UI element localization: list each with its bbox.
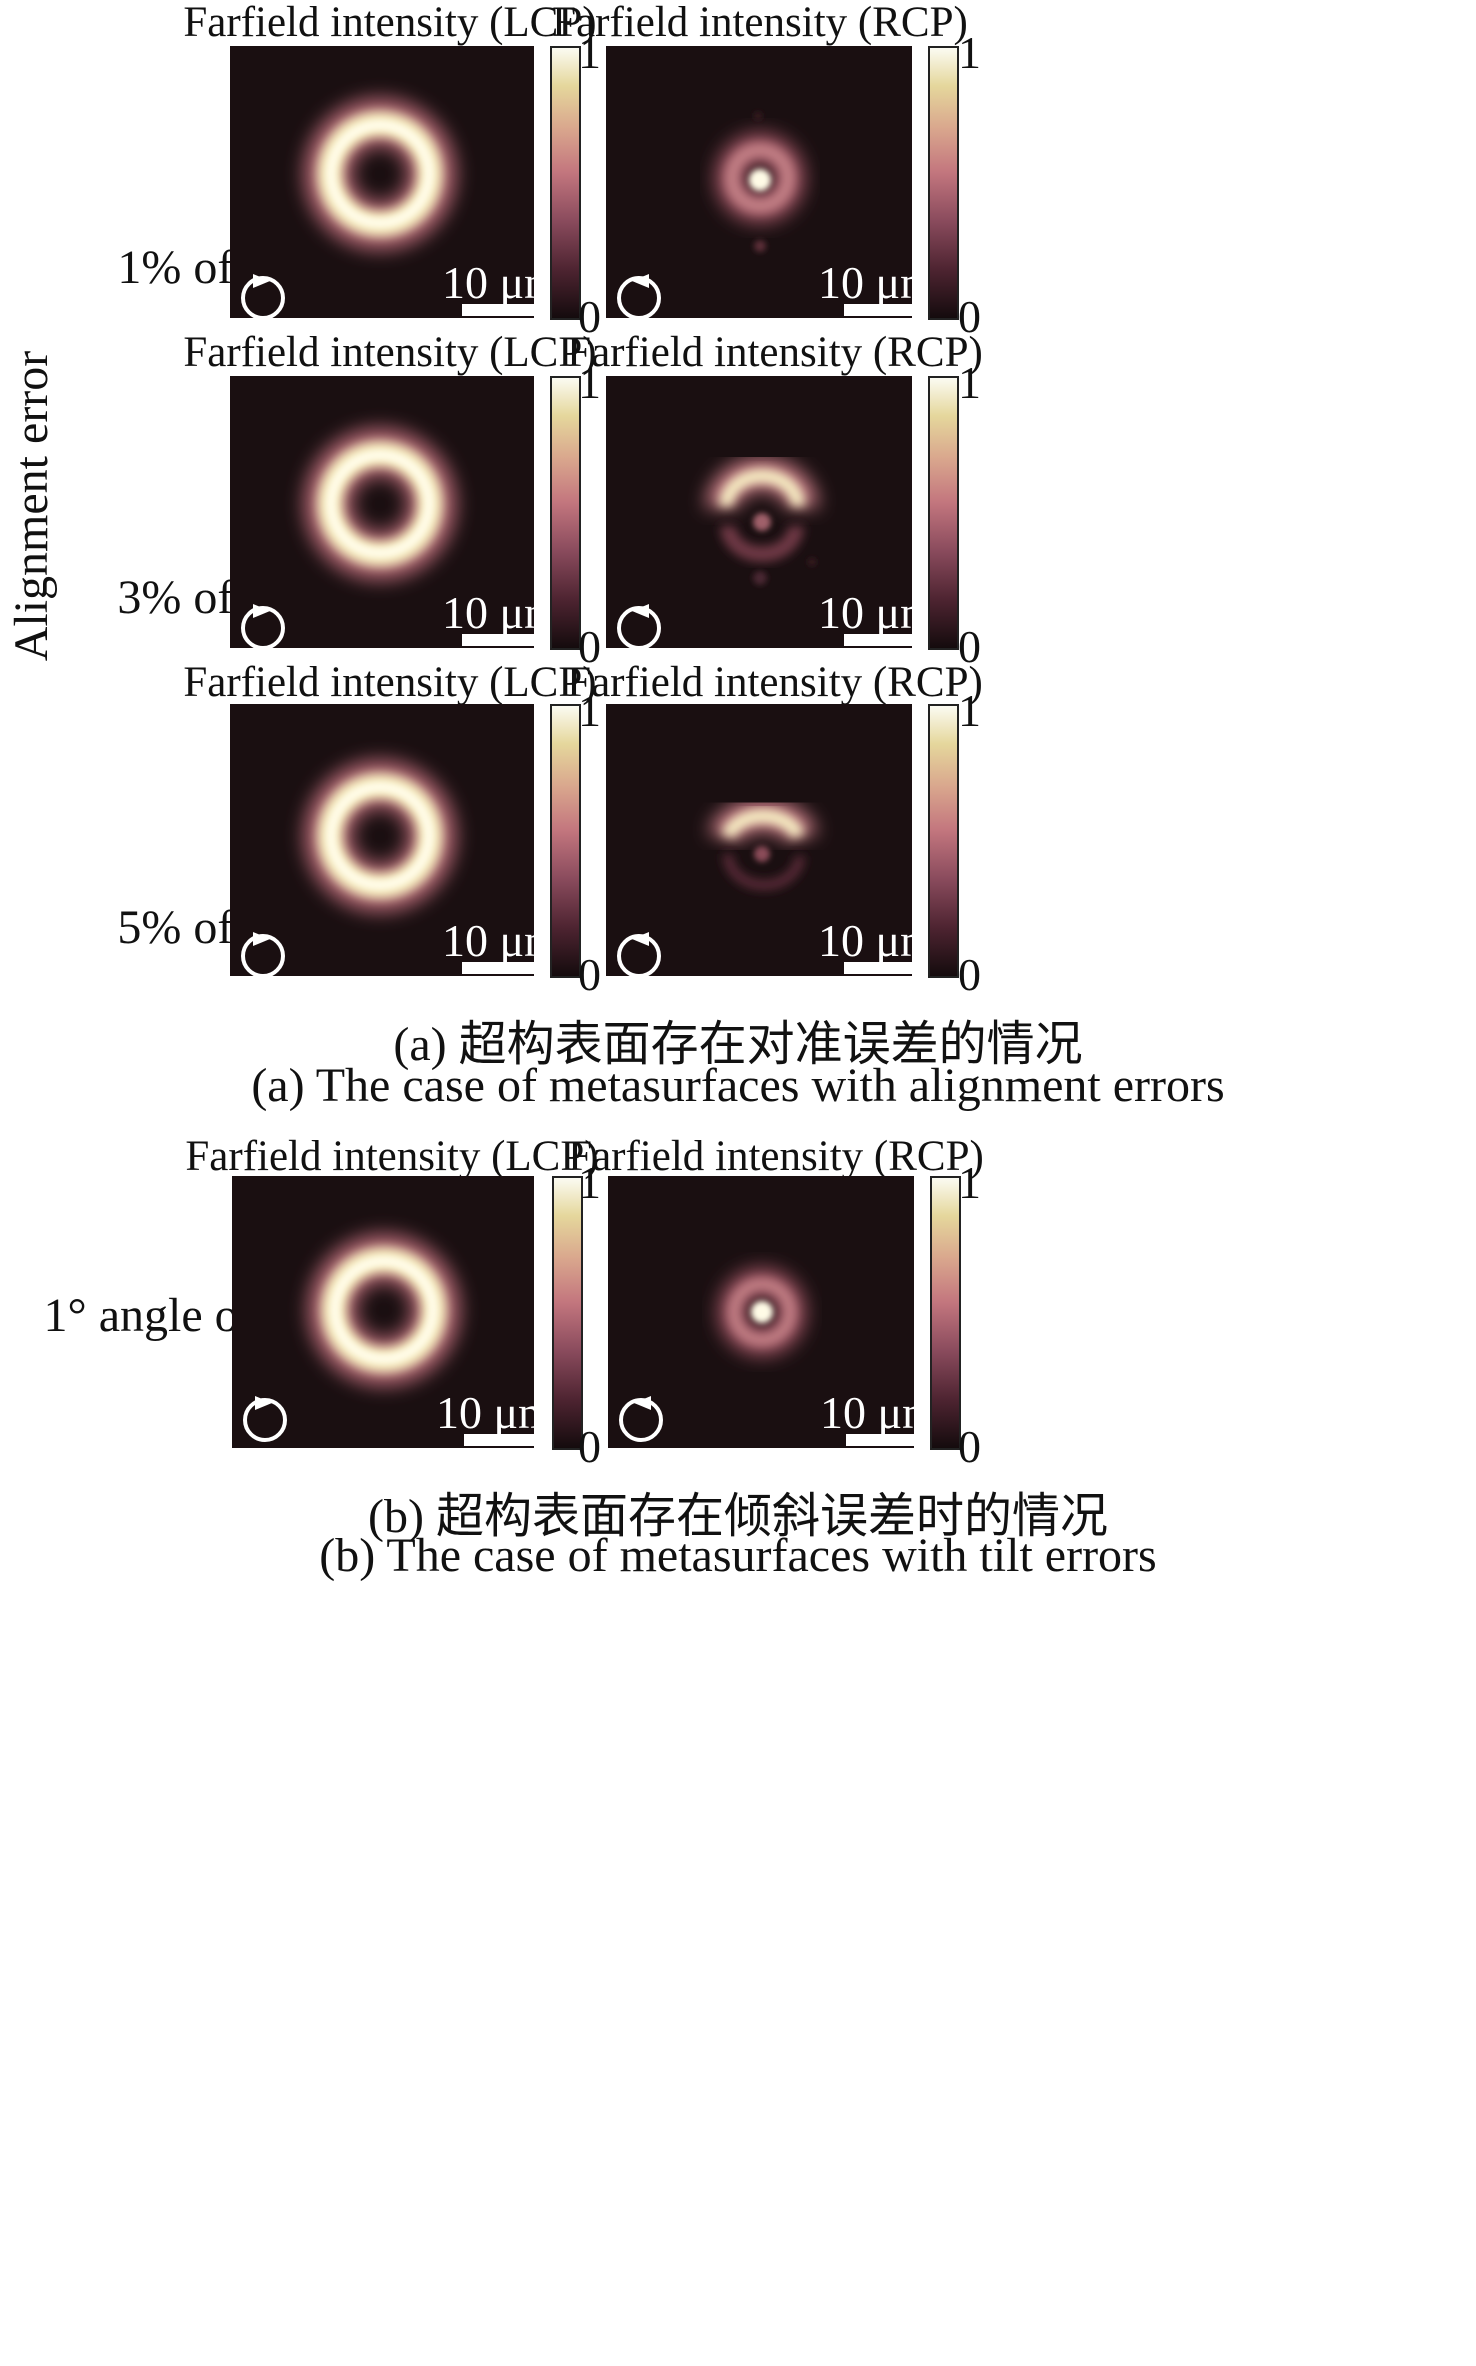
row1-lcp-intensity-panel: 10 μm: [230, 46, 534, 318]
row4-lcp-colorbar-max: 1: [578, 1157, 601, 1208]
row3-rcp-intensity-panel: 10 μm: [606, 704, 912, 976]
row2-lcp-colorbar-min: 0: [578, 621, 601, 672]
row3-rcp-title: Farfield intensity (RCP): [567, 659, 983, 706]
row3-lcp-colorbar-max: 1: [578, 685, 601, 736]
row1-lcp-colorbar-max: 1: [578, 27, 601, 78]
row3-lcp-colorbar-min: 0: [578, 949, 601, 1000]
row4-rcp-intensity-panel: 10 μm: [608, 1176, 914, 1448]
row1-lcp-title: Farfield intensity (LCP): [183, 0, 597, 46]
row2-lcp-scale-bar: [462, 634, 534, 646]
row4-rcp-scale-text: 10 μm: [820, 1387, 914, 1438]
row3-lcp-intensity-panel: 10 μm: [230, 704, 534, 976]
row3-rcp-colorbar: [928, 704, 959, 978]
row1-rcp-title: Farfield intensity (RCP): [552, 0, 968, 46]
section-a-caption-en: (a) The case of metasurfaces with alignm…: [251, 1059, 1225, 1112]
counterclockwise-circular-arrow-icon: [619, 1396, 663, 1442]
row2-rcp-scale-bar: [844, 634, 912, 646]
row3-lcp-colorbar: [550, 704, 581, 978]
row2-rcp-colorbar-max: 1: [958, 357, 981, 408]
row4-rcp-colorbar-max: 1: [958, 1157, 981, 1208]
row1-rcp-colorbar-max: 1: [958, 27, 981, 78]
clockwise-circular-arrow-icon: [241, 274, 285, 318]
row2-rcp-scale-text: 10 μm: [818, 587, 912, 638]
row3-lcp-scale-bar: [462, 962, 534, 974]
row4-rcp-colorbar-min: 0: [958, 1421, 981, 1472]
counterclockwise-circular-arrow-icon: [617, 274, 661, 318]
clockwise-circular-arrow-icon: [241, 932, 285, 976]
row4-lcp-scale-text: 10 μm: [436, 1387, 534, 1438]
row3-rcp-colorbar-max: 1: [958, 685, 981, 736]
counterclockwise-circular-arrow-icon: [617, 932, 661, 976]
row1-rcp-colorbar: [928, 46, 959, 320]
row2-lcp-intensity-panel: 10 μm: [230, 376, 534, 648]
section-b-caption-cn: (b) 超构表面存在倾斜误差时的情况: [368, 1490, 1108, 1543]
row2-rcp-title: Farfield intensity (RCP): [567, 329, 983, 376]
alignment-error-axis-label: Alignment error: [5, 350, 58, 662]
row4-lcp-title: Farfield intensity (LCP): [185, 1133, 599, 1180]
row4-lcp-scale-bar: [464, 1434, 534, 1446]
clockwise-circular-arrow-icon: [243, 1396, 287, 1442]
row2-lcp-colorbar: [550, 376, 581, 650]
row3-rcp-scale-text: 10 μm: [818, 915, 912, 966]
row4-rcp-title: Farfield intensity (RCP): [568, 1133, 984, 1180]
row4-lcp-colorbar-min: 0: [578, 1421, 601, 1472]
row2-rcp-intensity-panel: 10 μm: [606, 376, 912, 648]
row1-rcp-colorbar-min: 0: [958, 291, 981, 342]
row1-lcp-scale-bar: [462, 304, 534, 316]
clockwise-circular-arrow-icon: [241, 604, 285, 648]
section-b-caption-en: (b) The case of metasurfaces with tilt e…: [319, 1529, 1157, 1582]
row1-rcp-scale-bar: [844, 304, 912, 316]
row1-lcp-scale-text: 10 μm: [442, 257, 534, 308]
row3-rcp-colorbar-min: 0: [958, 949, 981, 1000]
row2-lcp-title: Farfield intensity (LCP): [183, 329, 597, 376]
row3-lcp-title: Farfield intensity (LCP): [183, 659, 597, 706]
row3-lcp-scale-text: 10 μm: [442, 915, 534, 966]
row1-lcp-colorbar-min: 0: [578, 291, 601, 342]
row1-rcp-scale-text: 10 μm: [818, 257, 912, 308]
section-a-caption-cn: (a) 超构表面存在对准误差的情况: [393, 1018, 1083, 1071]
row1-rcp-intensity-panel: 10 μm: [606, 46, 912, 318]
row4-rcp-colorbar: [930, 1176, 961, 1450]
row2-rcp-colorbar-min: 0: [958, 621, 981, 672]
row2-lcp-scale-text: 10 μm: [442, 587, 534, 638]
row1-lcp-colorbar: [550, 46, 581, 320]
row3-rcp-scale-bar: [844, 962, 912, 974]
row2-rcp-colorbar: [928, 376, 959, 650]
row4-rcp-scale-bar: [846, 1434, 914, 1446]
counterclockwise-circular-arrow-icon: [617, 604, 661, 648]
row2-lcp-colorbar-max: 1: [578, 357, 601, 408]
row4-lcp-colorbar: [552, 1176, 583, 1450]
row4-lcp-intensity-panel: 10 μm: [232, 1176, 534, 1448]
